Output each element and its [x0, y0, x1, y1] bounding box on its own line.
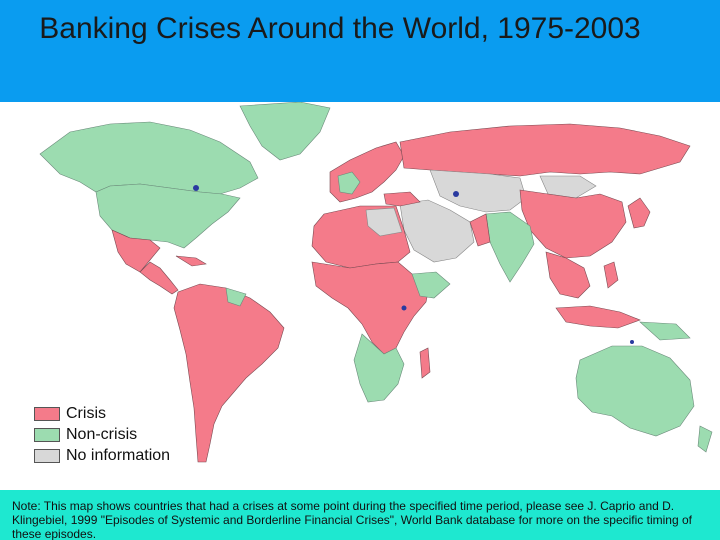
region-new-zealand [697, 425, 713, 453]
region-southeast-asia [545, 251, 591, 299]
legend-swatch-crisis [34, 407, 60, 421]
lake-marker [193, 185, 199, 191]
note-band: Note: This map shows countries that had … [0, 490, 720, 540]
region-horn-of-africa [411, 271, 451, 299]
region-europe [329, 141, 405, 203]
region-central-america [139, 261, 179, 295]
page-title: Banking Crises Around the World, 1975-20… [39, 12, 641, 45]
source-note: Note: This map shows countries that had … [12, 499, 692, 540]
region-guianas [225, 287, 247, 307]
legend-label-non-crisis: Non-crisis [66, 426, 138, 443]
legend-swatch-no-information [34, 449, 60, 463]
region-western-europe-noncrisis [337, 171, 361, 195]
world-map-svg [39, 102, 713, 463]
region-russia [399, 123, 691, 177]
region-middle-east [399, 199, 475, 263]
region-caribbean [175, 255, 207, 267]
region-japan-korea [627, 197, 651, 229]
region-indonesia [555, 305, 641, 329]
region-south-america [173, 283, 285, 463]
region-australia [575, 345, 695, 437]
lake-marker [453, 191, 459, 197]
lake-marker [401, 305, 407, 311]
region-greenland [239, 102, 331, 161]
legend-label-no-information: No information [66, 447, 171, 464]
region-papua [639, 321, 691, 341]
region-philippines [603, 261, 619, 289]
region-china [519, 189, 627, 259]
world-map [0, 102, 720, 490]
region-central-asia [429, 169, 527, 213]
region-central-africa [311, 261, 431, 355]
region-turkey [383, 191, 421, 207]
region-madagascar [419, 347, 431, 379]
region-north-america-north [39, 121, 259, 195]
legend-swatch-non-crisis [34, 428, 60, 442]
region-india [485, 211, 535, 283]
region-libya [365, 207, 403, 237]
title-band: Banking Crises Around the World, 1975-20… [0, 0, 720, 102]
legend-label-crisis: Crisis [66, 405, 106, 422]
lake-marker [630, 340, 634, 344]
region-southern-africa [353, 333, 405, 403]
region-mongolia [539, 175, 597, 199]
region-mexico [111, 229, 161, 273]
region-south-asia-crisis [469, 213, 491, 247]
